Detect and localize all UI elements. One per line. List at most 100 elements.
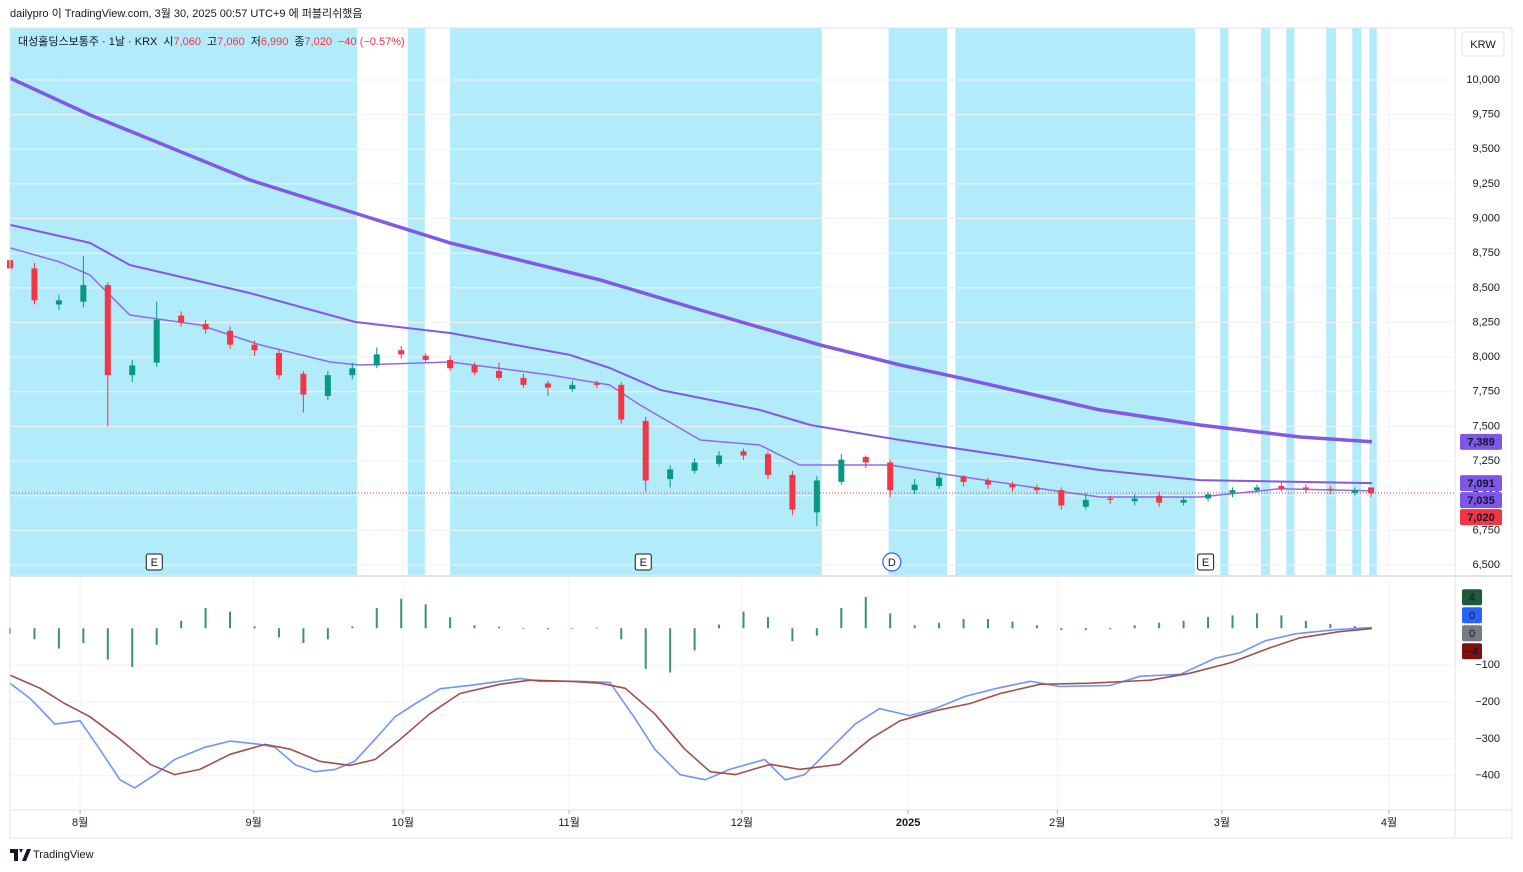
histogram-bar bbox=[57, 628, 60, 649]
candle-body bbox=[275, 352, 282, 376]
session-band bbox=[1261, 28, 1270, 575]
event-circle bbox=[882, 552, 902, 572]
line bbox=[9, 626, 1372, 789]
histogram-bar bbox=[1231, 615, 1234, 629]
indicator-tag-label: −4 bbox=[1466, 646, 1479, 658]
histogram-bar bbox=[302, 628, 305, 643]
candle-body bbox=[104, 285, 111, 376]
candle-body bbox=[1368, 487, 1375, 493]
histogram-bar bbox=[938, 622, 941, 629]
y-tick-label: −100 bbox=[1475, 659, 1500, 671]
session-band bbox=[1326, 28, 1337, 575]
histogram-bar bbox=[33, 628, 36, 640]
price-tag bbox=[1460, 492, 1502, 509]
candle-body bbox=[349, 368, 356, 376]
indicator-tag bbox=[1462, 607, 1482, 624]
candle-body bbox=[31, 268, 38, 301]
candle-body bbox=[764, 454, 771, 475]
candle-body bbox=[716, 455, 723, 464]
candle-body bbox=[1156, 495, 1163, 503]
currency-box[interactable] bbox=[1461, 31, 1505, 57]
candle-body bbox=[985, 480, 992, 485]
candle-body bbox=[1205, 494, 1212, 499]
candle-body bbox=[398, 350, 405, 355]
y-tick-label: 8,000 bbox=[1472, 351, 1500, 363]
legend-symbol: 대성홀딩스보통주 · 1날 · KRX bbox=[18, 35, 158, 48]
legend: 대성홀딩스보통주 · 1날 · KRX 시7,060 고7,060 저6,990 종7,… bbox=[18, 35, 405, 48]
legend-value: 7,060 bbox=[174, 36, 202, 48]
session-band bbox=[1220, 28, 1229, 575]
histogram-bar bbox=[1182, 620, 1185, 629]
candle-body bbox=[691, 462, 698, 471]
currency: KRW bbox=[1470, 39, 1496, 51]
legend-value: 7,020 bbox=[304, 36, 332, 48]
price-tag-label: 7,020 bbox=[1467, 512, 1495, 524]
candle-body bbox=[813, 480, 820, 513]
y-tick-label: 7,750 bbox=[1472, 386, 1500, 398]
histogram-bar bbox=[669, 628, 672, 673]
y-tick-label: 9,750 bbox=[1472, 109, 1500, 121]
histogram-bar bbox=[693, 628, 696, 651]
candle-body bbox=[642, 420, 649, 481]
histogram-bar bbox=[498, 626, 501, 629]
publisher-note: dailypro 이 TradingView.com, 3월 30, 2025 … bbox=[10, 7, 362, 20]
histogram-bar bbox=[1060, 628, 1063, 631]
candle-body bbox=[838, 459, 845, 482]
candle-body bbox=[887, 462, 894, 491]
histogram-bar bbox=[1011, 621, 1014, 629]
candle-body bbox=[153, 319, 160, 363]
line bbox=[9, 76, 1373, 444]
y-tick-label: −400 bbox=[1475, 770, 1500, 782]
y-tick-label: 8,250 bbox=[1472, 316, 1500, 328]
candle-body bbox=[324, 375, 331, 396]
candle-body bbox=[911, 484, 918, 491]
histogram-bar bbox=[1109, 628, 1112, 630]
candle-body bbox=[1327, 488, 1334, 491]
data-layer bbox=[7, 76, 1455, 789]
histogram-bar bbox=[595, 627, 598, 629]
candle-body bbox=[55, 300, 62, 305]
candle-body bbox=[1229, 490, 1236, 493]
histogram-bar bbox=[180, 620, 183, 629]
candle-body bbox=[789, 474, 796, 510]
histogram-bar bbox=[571, 628, 574, 629]
y-tick-label: 10,000 bbox=[1466, 74, 1500, 86]
histogram-bar bbox=[106, 628, 109, 660]
event-box bbox=[634, 553, 652, 571]
x-tick-label: 2025 bbox=[896, 817, 920, 829]
candle-body bbox=[129, 365, 136, 376]
y-tick-label: 9,000 bbox=[1472, 212, 1500, 224]
histogram-bar bbox=[1255, 613, 1258, 629]
histogram-bar bbox=[449, 617, 452, 629]
y-tick-label: 6,500 bbox=[1472, 559, 1500, 571]
candle-body bbox=[373, 354, 380, 366]
session-band bbox=[1352, 28, 1362, 575]
watermark-logo bbox=[10, 849, 31, 861]
y-tick-label: 6,750 bbox=[1472, 524, 1500, 536]
candle-body bbox=[1107, 498, 1114, 500]
overlay-layer: KRW 대성홀딩스보통주 · 1날 · KRX 시7,060 고7,060 저6,99… bbox=[9, 27, 1513, 861]
y-tick-label: 8,500 bbox=[1472, 282, 1500, 294]
candle-body bbox=[1302, 487, 1309, 489]
histogram-bar bbox=[815, 628, 818, 636]
histogram-bar bbox=[889, 613, 892, 629]
legend-label: 고 bbox=[207, 36, 217, 48]
histogram-bar bbox=[351, 626, 354, 629]
candle-body bbox=[1058, 490, 1065, 506]
candle-body bbox=[1351, 490, 1358, 493]
event-marker: E bbox=[634, 553, 652, 571]
histogram-bar bbox=[864, 596, 867, 629]
candle-body bbox=[520, 377, 527, 385]
histogram-bar bbox=[375, 607, 378, 629]
session-band bbox=[10, 28, 358, 575]
session-band bbox=[955, 28, 1196, 575]
candle-body bbox=[471, 365, 478, 373]
event-marker: E bbox=[1197, 553, 1215, 571]
candle-body bbox=[1033, 487, 1040, 491]
histogram-bar bbox=[742, 611, 745, 629]
line bbox=[9, 247, 1372, 498]
candle-body bbox=[300, 373, 307, 395]
price-tag-label: 7,389 bbox=[1467, 437, 1495, 449]
